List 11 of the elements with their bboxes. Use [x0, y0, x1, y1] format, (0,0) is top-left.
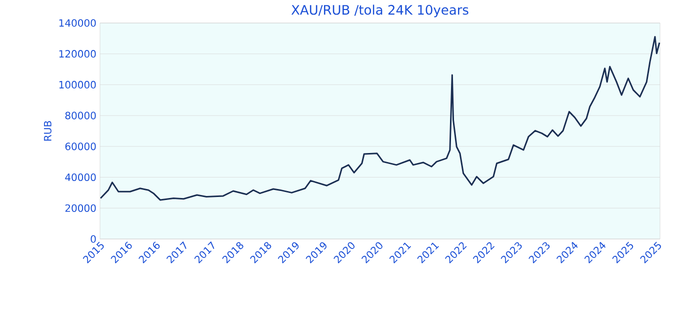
y-tick-label: 140000 — [59, 19, 96, 27]
y-tick-label: 60000 — [65, 142, 96, 150]
y-tick-label: 120000 — [59, 50, 96, 58]
y-tick-label: 80000 — [65, 112, 96, 120]
chart-title: XAU/RUB /tola 24K 10years — [291, 4, 468, 18]
y-tick-label: 100000 — [59, 80, 96, 88]
y-axis-title: RUB — [44, 121, 52, 141]
y-tick-label: 40000 — [65, 173, 96, 182]
y-tick-label: 20000 — [65, 204, 96, 212]
y-tick-label: 0 — [90, 235, 96, 243]
line-series — [100, 36, 660, 201]
